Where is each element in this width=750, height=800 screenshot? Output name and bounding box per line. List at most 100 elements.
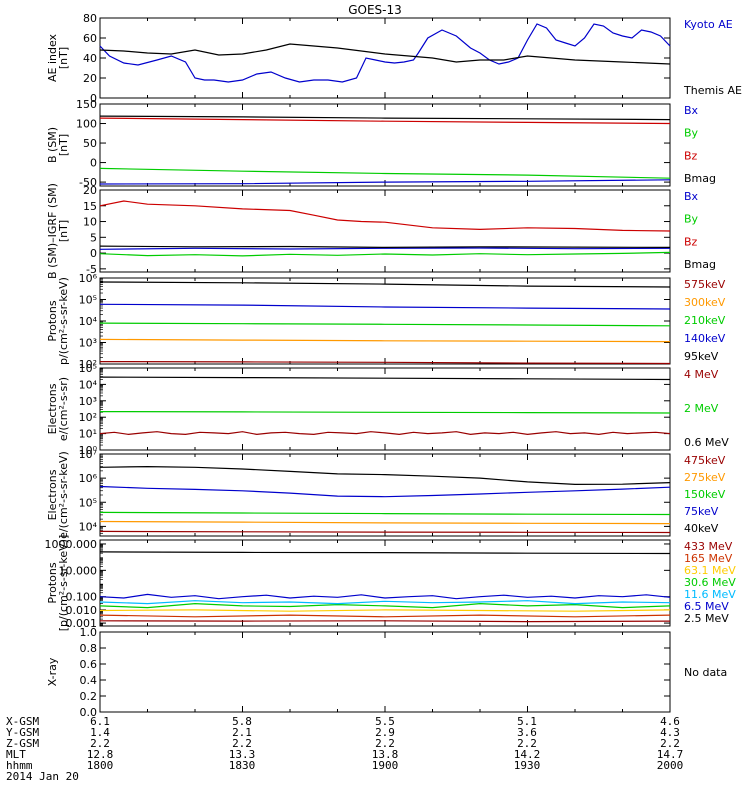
ephemeris-value: 2.9 xyxy=(375,726,395,739)
ephemeris-value: 13.3 xyxy=(229,748,256,761)
panel-bsm: -50 0 50 100 150 B (SM)[nT] Bx By Bz Bmag xyxy=(46,98,716,189)
y-tick-label: 1.0 xyxy=(80,626,98,639)
y-tick-label: 0.6 xyxy=(80,658,98,671)
series-line-bx xyxy=(99,247,671,250)
series-line-bz xyxy=(99,117,671,125)
legend-entry: 95keV xyxy=(684,350,719,363)
ephemeris-value: 2.1 xyxy=(232,726,252,739)
ephemeris-value: 3.6 xyxy=(517,726,537,739)
ephemeris-value: 1830 xyxy=(229,759,256,772)
y-axis-label-line: B (SM) xyxy=(46,127,59,163)
series-line-by xyxy=(99,167,671,179)
y-tick-label: 40 xyxy=(83,52,97,65)
series-line-165-mev xyxy=(99,614,671,618)
legend-entry: No data xyxy=(684,666,727,679)
y-tick-label: 10² xyxy=(79,411,97,424)
legend-entry: 6.5 MeV xyxy=(684,600,729,613)
y-axis-label-line: p/(cm²-s-sr-keV) xyxy=(57,277,70,365)
legend-entry: Bx xyxy=(684,104,699,117)
series-line-2.5-mev xyxy=(99,551,671,555)
legend-entry: 2 MeV xyxy=(684,402,719,415)
legend-entry: 300keV xyxy=(684,296,726,309)
legend-entry: 475keV xyxy=(684,454,726,467)
y-axis-label: Protonsp/(cm²-s-sr-keV) xyxy=(46,277,70,365)
ephemeris-value: 12.8 xyxy=(87,748,114,761)
series-line-95kev xyxy=(99,281,671,288)
y-tick-label: 20 xyxy=(83,72,97,85)
series-line-kyoto-ae xyxy=(99,23,671,83)
y-tick-label: 100 xyxy=(76,118,97,131)
series-line-575kev xyxy=(99,361,671,365)
y-tick-label: 10¹ xyxy=(79,428,97,441)
legend-entry: Themis AE xyxy=(683,84,742,97)
legend-entry: 40keV xyxy=(684,522,719,535)
panel-xray: 0.0 0.2 0.4 0.6 0.8 1.0 X-ray No data xyxy=(46,626,727,719)
legend-entry: Bz xyxy=(684,149,698,162)
series-line-bmag xyxy=(99,115,671,121)
y-axis-label-line: Protons xyxy=(46,300,59,341)
legend-entry: 433 MeV xyxy=(684,540,733,553)
series-line-475kev xyxy=(99,530,671,534)
legend-entry: 63.1 MeV xyxy=(684,564,736,577)
y-axis-label: B (SM)–IGRF (SM)[nT] xyxy=(46,183,70,279)
ephemeris-value: 1930 xyxy=(514,759,541,772)
series-line-bx xyxy=(99,179,671,185)
legend-entry: 2.5 MeV xyxy=(684,612,729,625)
y-tick-label: 0 xyxy=(90,247,97,260)
ephemeris-value: 2.2 xyxy=(660,737,680,750)
legend-entry: Kyoto AE xyxy=(684,18,733,31)
y-tick-label: 10⁶ xyxy=(79,272,98,285)
ephemeris-value: 2.2 xyxy=(517,737,537,750)
y-tick-label: 10⁵ xyxy=(79,496,97,509)
series-line-63.1-mev xyxy=(99,609,671,612)
series-line-150kev xyxy=(99,511,671,516)
series-line-6.5-mev xyxy=(99,593,671,600)
y-tick-label: 60 xyxy=(83,32,97,45)
y-axis-label: Protons[p/(cm²-s-sr-keV)] xyxy=(46,535,70,632)
y-tick-label: 80 xyxy=(83,12,97,25)
ephemeris-value: 6.1 xyxy=(90,715,110,728)
y-axis-label-line: Protons xyxy=(46,562,59,603)
ephemeris-label: X-GSM xyxy=(6,715,39,728)
y-axis-label: Electronse/(cm²-s-sr-keV) xyxy=(46,451,70,539)
y-tick-label: 10⁰ xyxy=(79,444,98,457)
ephemeris-value: 5.1 xyxy=(517,715,537,728)
legend-entry: 150keV xyxy=(684,488,726,501)
y-axis-label: AE index[nT] xyxy=(46,33,70,82)
ephemeris-value: 2.2 xyxy=(232,737,252,750)
panel-electrons_mev: 10⁰ 10¹ 10² 10³ 10⁴ 10⁵ Electronse/(cm²-s-sr) 4… xyxy=(46,362,729,457)
y-tick-label: 10⁵ xyxy=(79,294,97,307)
y-axis-label-line: [nT] xyxy=(57,47,70,69)
y-tick-label: 0.0 xyxy=(80,706,98,719)
y-tick-label: 0.8 xyxy=(80,642,98,655)
y-axis-label-line: [p/(cm²-s-sr-keV)] xyxy=(57,535,70,632)
series-line-themis-ae xyxy=(99,43,671,65)
y-axis-label-line: e/(cm²-s-sr-keV) xyxy=(57,451,70,539)
legend-entry: 575keV xyxy=(684,278,726,291)
ephemeris-value: 4.3 xyxy=(660,726,680,739)
legend-entry: 75keV xyxy=(684,505,719,518)
y-tick-label: 0.001 xyxy=(66,617,98,630)
legend-entry: 140keV xyxy=(684,332,726,345)
legend-entry: 165 MeV xyxy=(684,552,733,565)
y-axis-label-line: [nT] xyxy=(57,134,70,156)
series-line-275kev xyxy=(99,520,671,525)
panel-frame xyxy=(99,631,671,713)
y-tick-label: 10 xyxy=(83,216,97,229)
legend-entry: Bx xyxy=(684,190,699,203)
series-line-300kev xyxy=(99,338,671,343)
plot-title: GOES-13 xyxy=(348,3,402,17)
legend-entry: 275keV xyxy=(684,471,726,484)
y-tick-label: 10⁴ xyxy=(79,315,98,328)
y-axis-label-line: Electrons xyxy=(46,383,59,434)
y-tick-label: 0.2 xyxy=(80,690,98,703)
y-axis-label-line: Electrons xyxy=(46,469,59,520)
ephemeris-value: 2.2 xyxy=(90,737,110,750)
series-line-2-mev xyxy=(99,411,671,414)
y-axis-label: Electronse/(cm²-s-sr) xyxy=(46,377,70,441)
ephemeris-value: 13.8 xyxy=(372,748,399,761)
ephemeris-value: 1900 xyxy=(372,759,399,772)
y-tick-label: 0 xyxy=(90,157,97,170)
series-line-by xyxy=(99,251,671,257)
ephemeris-value: 14.7 xyxy=(657,748,684,761)
